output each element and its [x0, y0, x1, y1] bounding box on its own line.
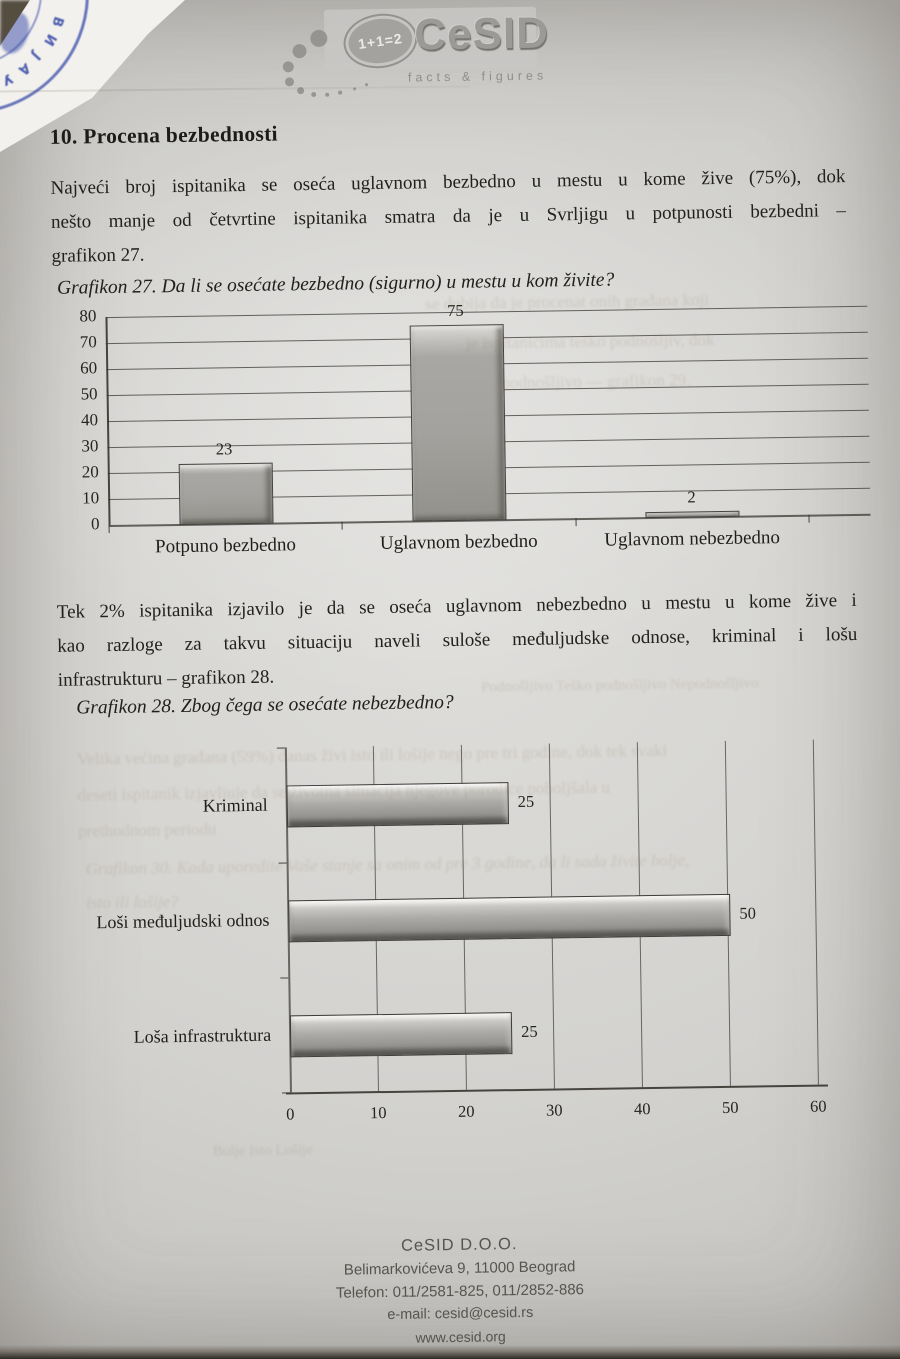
bleedthrough-line: Bolje Isto Lošije [212, 1142, 313, 1160]
bleedthrough-line: prethodnom periodu [77, 819, 217, 841]
bleedthrough-line: Grafikon 30. Kada uporedite Vaše stanje … [85, 850, 690, 879]
bleedthrough-line: isto ili lošije? [86, 892, 179, 913]
bleedthrough-line: se dobija da je procenat onih građana ko… [425, 290, 710, 314]
footer-contact-block: CeSID D.O.O. Belimarkovićeva 9, 11000 Be… [9, 1227, 900, 1355]
bleedthrough-line: Podnošljivo Teško podnošljivo Nepodnošlj… [480, 675, 759, 696]
blue-round-stamp-icon: ВИЈАУП [0, 0, 200, 200]
bleedthrough-line: je ispitanicima teško podnošljiv, dok [465, 330, 715, 353]
bleedthrough-line: podnošljivo — grafikon 29. [501, 370, 691, 393]
photo-bottom-edge [0, 1345, 900, 1359]
bleedthrough-line: Velika većina građana (59%) danas živi i… [76, 740, 668, 769]
bleedthrough-line: deseti ispitanik izjavljuje da se životn… [77, 777, 611, 805]
